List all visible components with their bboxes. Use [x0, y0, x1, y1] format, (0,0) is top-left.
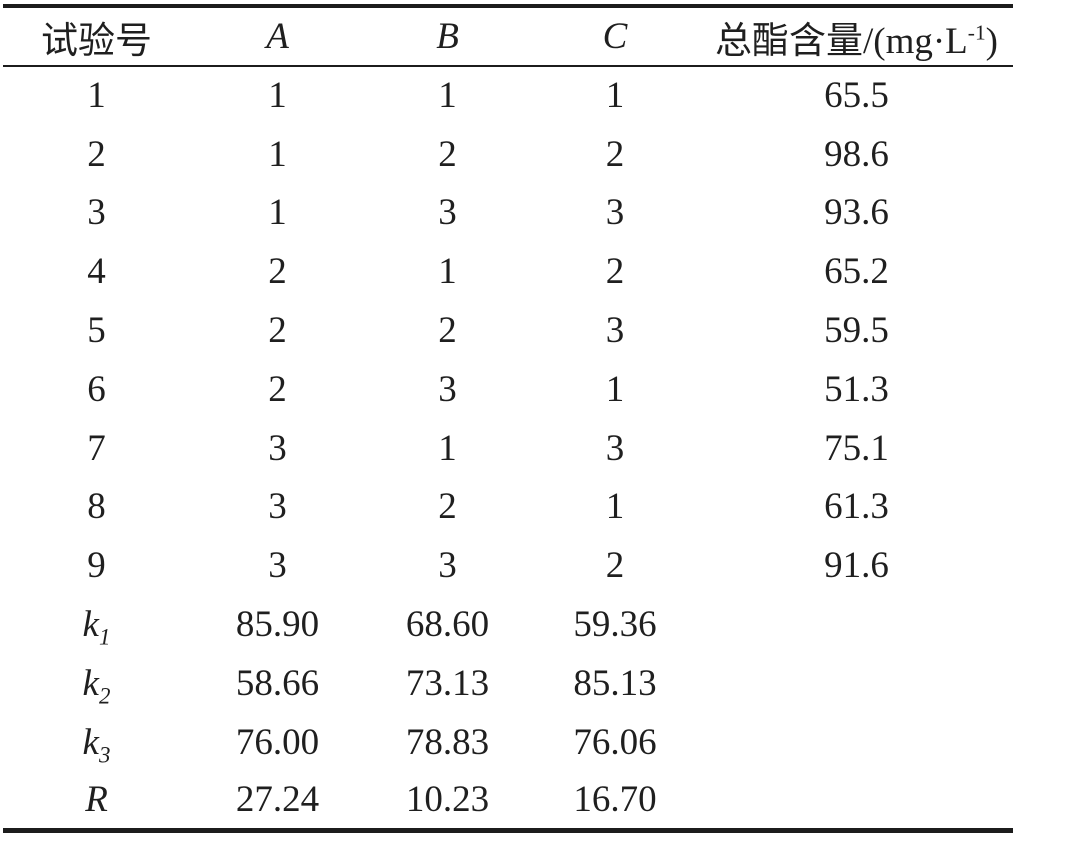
table-cell: 2 — [268, 310, 287, 352]
table-cell: 3 — [438, 545, 457, 587]
column-header-2: B — [436, 16, 459, 57]
row-label: 8 — [87, 486, 106, 528]
row-label: 7 — [87, 427, 106, 469]
table-cell: 3 — [438, 368, 457, 410]
table-row: k1 85.90 68.60 59.36 — [3, 595, 1013, 654]
table-cell: 2 — [438, 310, 457, 352]
table-header-row: 试验号 A B C 总酯含量/(mg·L-1) — [3, 6, 1013, 66]
table-row: 6 2 3 1 51.3 — [3, 360, 1013, 419]
table-cell — [700, 654, 1013, 713]
table-cell: 2 — [268, 368, 287, 410]
table-cell: 98.6 — [824, 133, 889, 175]
table-cell: 1 — [605, 75, 625, 117]
table-cell: 75.1 — [824, 427, 889, 469]
unit-superscript: -1 — [967, 20, 986, 45]
row-label: R — [85, 779, 108, 821]
row-label: 9 — [87, 545, 106, 587]
table-cell: 1 — [268, 75, 287, 117]
table-cell: 68.60 — [405, 604, 490, 646]
table-cell — [700, 772, 1013, 831]
table-cell: 3 — [605, 192, 625, 234]
table-cell: 61.3 — [824, 486, 889, 528]
table-cell — [700, 595, 1013, 654]
column-header-0: 试验号 — [41, 20, 152, 62]
orthogonal-experiment-table: 试验号 A B C 总酯含量/(mg·L-1) 1 1 1 1 65.5 2 1 2 2 98.6 3 1 3 3… — [3, 4, 1013, 833]
table-cell: 3 — [605, 427, 625, 469]
table-cell: 59.36 — [573, 604, 657, 646]
table-cell: 3 — [268, 486, 287, 528]
table-cell: 2 — [605, 133, 625, 175]
table-cell: 10.23 — [405, 779, 490, 821]
table-cell: 1 — [268, 192, 287, 234]
table-cell: 59.5 — [824, 310, 889, 352]
table-cell: 3 — [268, 545, 287, 587]
table-cell: 1 — [438, 427, 457, 469]
table-cell: 2 — [438, 486, 457, 528]
table-cell: 85.90 — [235, 604, 320, 646]
row-label-subscript: 3 — [98, 742, 111, 768]
table-cell: 65.2 — [824, 251, 889, 293]
table-cell: 1 — [438, 251, 457, 293]
table-cell: 91.6 — [824, 545, 889, 587]
table-cell: 3 — [605, 310, 625, 352]
table-cell: 78.83 — [405, 721, 490, 763]
table-row: 1 1 1 1 65.5 — [3, 66, 1013, 125]
table-cell: 2 — [438, 133, 457, 175]
table-cell: 1 — [605, 486, 625, 528]
row-label: 5 — [87, 310, 106, 352]
row-label: 3 — [87, 192, 106, 234]
table-row: 8 3 2 1 61.3 — [3, 478, 1013, 537]
table-cell: 58.66 — [235, 662, 320, 704]
table-row: k3 76.00 78.83 76.06 — [3, 713, 1013, 772]
table-row: 4 2 1 2 65.2 — [3, 242, 1013, 301]
table-cell: 1 — [438, 75, 457, 117]
table-cell: 73.13 — [405, 662, 490, 704]
table-cell: 2 — [268, 251, 287, 293]
table-cell: 3 — [268, 427, 287, 469]
table-cell: 51.3 — [824, 368, 889, 410]
table-cell: 76.00 — [235, 721, 320, 763]
row-label: k1 — [82, 604, 111, 650]
table-cell — [700, 713, 1013, 772]
column-header-1: A — [266, 16, 289, 57]
table-row: k2 58.66 73.13 85.13 — [3, 654, 1013, 713]
row-label: 4 — [87, 251, 106, 293]
table-cell: 65.5 — [824, 75, 889, 117]
row-label: k3 — [82, 721, 111, 768]
row-label: k2 — [82, 662, 111, 709]
row-label: 1 — [87, 75, 106, 117]
table-cell: 76.06 — [573, 721, 657, 763]
table-row: R 27.24 10.23 16.70 — [3, 772, 1013, 831]
row-label: 2 — [87, 133, 106, 175]
table-cell: 27.24 — [235, 779, 320, 821]
table-cell: 85.13 — [573, 662, 657, 704]
column-header-4: 总酯含量/(mg·L-1) — [714, 20, 998, 62]
table-row: 5 2 2 3 59.5 — [3, 301, 1013, 360]
table-cell: 93.6 — [824, 192, 889, 234]
row-label-subscript: 1 — [98, 624, 111, 650]
table-row: 9 3 3 2 91.6 — [3, 536, 1013, 595]
table-cell: 16.70 — [573, 779, 657, 821]
column-header-3: C — [602, 16, 628, 57]
table-cell: 2 — [605, 545, 625, 587]
table-cell: 2 — [605, 251, 625, 293]
row-label-subscript: 2 — [98, 683, 111, 709]
table-row: 7 3 1 3 75.1 — [3, 419, 1013, 478]
table-cell: 1 — [268, 133, 287, 175]
table-cell: 3 — [438, 192, 457, 234]
table-row: 2 1 2 2 98.6 — [3, 125, 1013, 184]
table-cell: 1 — [605, 368, 625, 410]
row-label: 6 — [87, 368, 106, 410]
table-row: 3 1 3 3 93.6 — [3, 184, 1013, 243]
